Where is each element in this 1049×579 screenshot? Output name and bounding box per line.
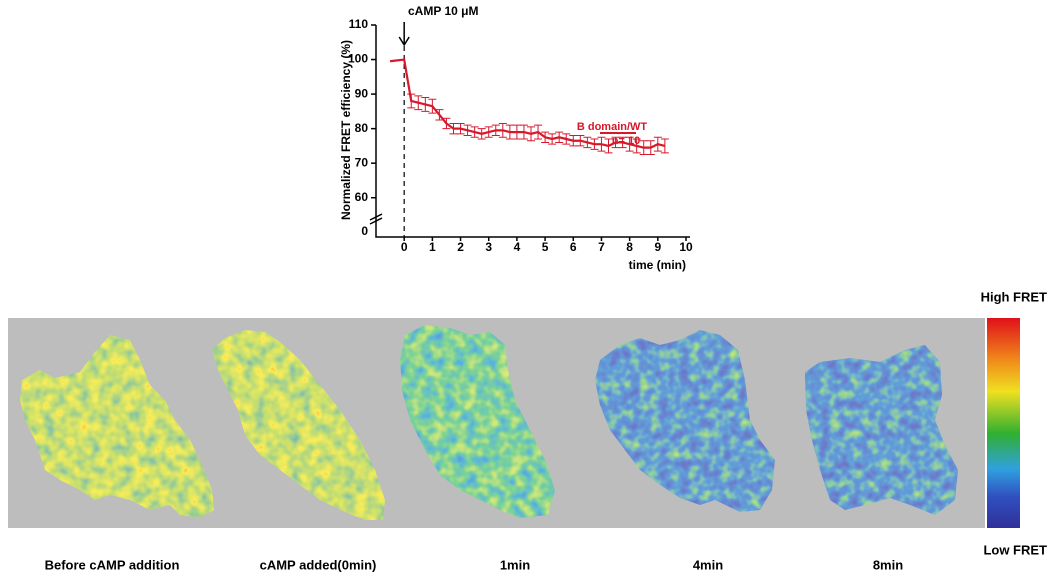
colorbar-low-label: Low FRET — [983, 542, 1047, 557]
panel-label: cAMP added(0min) — [260, 557, 377, 572]
annotation: cAMP 10 μM — [408, 4, 478, 18]
panel-label: 8min — [873, 557, 903, 572]
cell-image — [400, 325, 555, 518]
legend-label: B domain/WT — [577, 121, 648, 133]
x-tick-label: 7 — [598, 240, 605, 254]
chart: 0 60 70 80 90 100 110 0 1 2 3 4 5 6 7 8 9 10 B domain/WT — [348, 17, 693, 254]
y-axis-label: Normalized FRET efficiency (%) — [339, 40, 353, 220]
colorbar — [987, 318, 1020, 528]
x-tick-label: 2 — [457, 240, 464, 254]
panel-label: Before cAMP addition — [45, 557, 180, 572]
axis-break — [369, 213, 383, 225]
cell-image — [20, 335, 214, 518]
error-bar — [660, 138, 669, 154]
y-tick-label: 0 — [361, 224, 368, 238]
x-axis-label: time (min) — [629, 258, 686, 272]
y-tick-label: 80 — [355, 121, 369, 135]
y-tick-label: 110 — [349, 17, 369, 31]
y-tick-label: 100 — [348, 52, 368, 66]
panel-label: 4min — [693, 557, 723, 572]
colorbar-high-label: High FRET — [981, 289, 1047, 304]
x-tick-label: 3 — [485, 240, 492, 254]
x-tick-label: 0 — [401, 240, 408, 254]
x-tick-label: 4 — [514, 240, 521, 254]
n-label: n= 10 — [612, 135, 640, 147]
x-tick-label: 1 — [429, 240, 436, 254]
data-line — [389, 58, 666, 149]
event-arrow — [398, 22, 410, 47]
x-tick-label: 8 — [626, 240, 633, 254]
x-tick-label: 6 — [570, 240, 577, 254]
y-tick-label: 90 — [355, 86, 369, 100]
y-axis — [375, 25, 690, 238]
x-tick-label: 9 — [654, 240, 661, 254]
x-tick-label: 10 — [679, 240, 693, 254]
cell-image — [212, 330, 385, 520]
y-tick-label: 70 — [355, 155, 369, 169]
y-tick-label: 60 — [355, 190, 369, 204]
panel-label: 1min — [500, 557, 530, 572]
x-tick-label: 5 — [542, 240, 549, 254]
cell-image — [805, 345, 958, 515]
cell-image — [595, 330, 775, 512]
